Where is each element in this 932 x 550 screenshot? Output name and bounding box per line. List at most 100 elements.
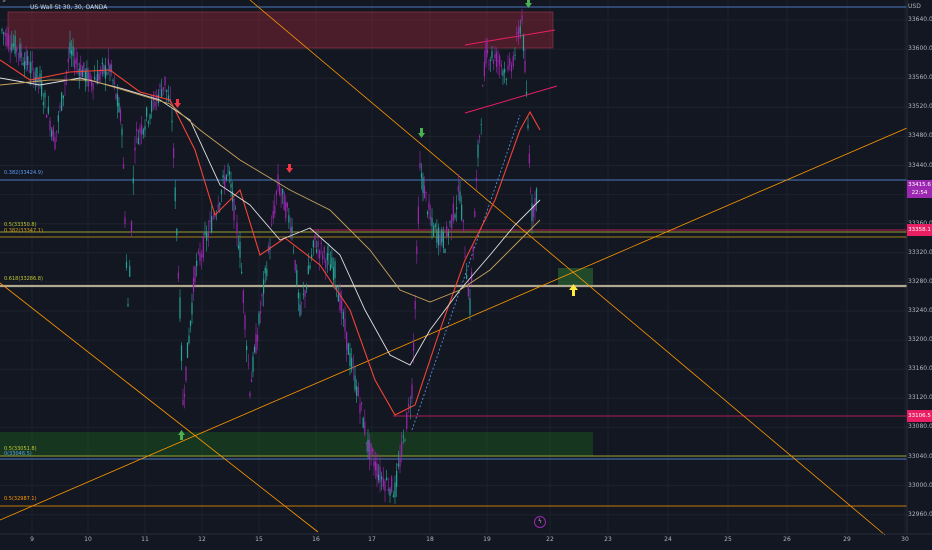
candle-body	[377, 474, 380, 480]
candle-body	[307, 265, 309, 275]
candle-body	[118, 102, 120, 112]
candle-body	[196, 260, 198, 267]
price-tick-label: 33160.0	[908, 365, 932, 373]
fib-label-0618: 0.618(33286.8)	[4, 276, 43, 282]
candle-body	[351, 357, 353, 370]
candle-body	[129, 266, 131, 277]
candle-body	[80, 64, 82, 76]
candle-body	[278, 185, 281, 195]
candle-body	[137, 137, 139, 145]
candle-body	[9, 47, 11, 51]
chart-grid	[0, 0, 907, 534]
buy-arrow-3	[525, 0, 532, 8]
time-tick-label: 30	[901, 536, 909, 543]
candle-body	[124, 217, 126, 225]
candle-body	[530, 191, 532, 193]
candle-body	[314, 234, 316, 240]
candle-body	[69, 42, 71, 54]
candle-body	[25, 51, 27, 66]
candle-body	[77, 63, 79, 65]
time-tick-label: 23	[604, 536, 612, 543]
time-tick-label: 11	[141, 536, 149, 543]
channel-line-top	[464, 29, 556, 46]
candle-body	[391, 476, 393, 492]
candle-body	[296, 269, 298, 286]
symbol-title[interactable]: US Wall St 30, 30, OANDA	[30, 4, 108, 11]
candle-body	[241, 271, 243, 274]
candle-body	[141, 124, 143, 135]
candle-body	[379, 466, 381, 483]
candle-body	[486, 49, 489, 54]
candle-body	[336, 287, 338, 291]
candle-body	[532, 205, 535, 217]
candle-body	[341, 299, 343, 314]
economic-event-icon[interactable]: ϟ	[534, 516, 546, 528]
candle-body	[250, 379, 253, 383]
candle-body	[246, 346, 248, 351]
candle-body	[525, 91, 528, 94]
candle-body	[6, 33, 8, 46]
candle-body	[516, 32, 518, 34]
top-ticker: 9	[2, 0, 6, 4]
candle-body	[130, 221, 133, 233]
candle-body	[132, 178, 134, 184]
current-price-value: 33415.6	[908, 182, 931, 188]
candle-body	[256, 335, 259, 342]
price-tick-label: 32960.0	[908, 510, 932, 518]
currency-label: USD	[908, 3, 921, 10]
candle-body	[17, 53, 19, 55]
candle-body	[191, 302, 193, 315]
candle-body	[11, 43, 13, 51]
candle-body	[103, 64, 105, 74]
demand-zone	[0, 432, 593, 456]
candle-body	[261, 294, 263, 297]
candle-body	[207, 231, 209, 237]
candle-body	[371, 448, 374, 452]
candle-body	[315, 249, 318, 253]
candle-body	[258, 313, 260, 324]
candle-body	[230, 183, 232, 188]
candle-body	[146, 107, 148, 117]
candle-body	[109, 65, 111, 72]
candle-body	[361, 402, 363, 405]
candle-body	[429, 216, 432, 219]
candle-body	[291, 226, 293, 234]
candle-body	[293, 250, 295, 252]
candle-body	[299, 304, 301, 316]
candle-body	[242, 290, 244, 304]
candle-body	[346, 331, 348, 350]
candle-body	[381, 476, 383, 480]
price-tick-label: 33280.0	[908, 277, 932, 285]
candle-body	[480, 124, 482, 125]
price-tick-label: 33080.0	[908, 423, 932, 431]
candle-body	[84, 71, 86, 82]
candle-body	[64, 82, 66, 85]
candle-body	[83, 62, 85, 73]
candle-body	[356, 386, 358, 396]
time-tick-label: 18	[426, 536, 434, 543]
candle-body	[92, 83, 94, 90]
time-tick-label: 26	[783, 536, 791, 543]
candle-body	[334, 261, 336, 279]
fib-label-0382-top: 0.382(33424.9)	[4, 170, 43, 176]
candle-body	[320, 242, 322, 245]
candle-body	[75, 58, 77, 64]
candle-body	[24, 61, 26, 70]
candle-body	[28, 71, 30, 72]
candle-body	[451, 214, 453, 229]
candle-body	[51, 130, 53, 137]
candle-body	[387, 488, 389, 491]
candle-body	[423, 185, 426, 199]
buy-arrow-2	[418, 128, 425, 138]
candle-body	[236, 223, 238, 235]
candle-body	[531, 203, 533, 222]
candle-body	[326, 253, 328, 261]
candle-body	[22, 62, 24, 65]
candle-body	[54, 137, 56, 150]
candle-body	[365, 442, 367, 445]
candle-body	[433, 226, 435, 237]
candle-body	[392, 495, 394, 497]
candle-body	[420, 173, 423, 178]
time-tick-label: 25	[724, 536, 732, 543]
